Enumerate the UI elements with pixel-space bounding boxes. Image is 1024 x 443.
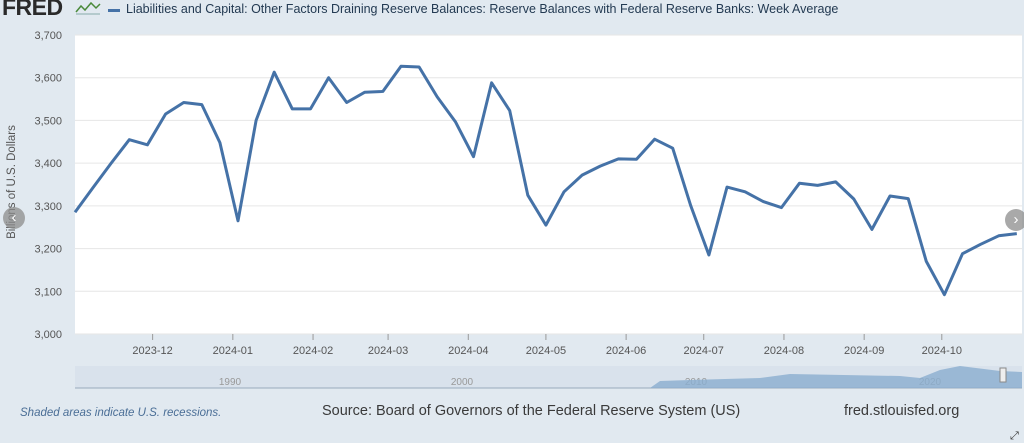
x-axis-ticks: 2023-12 2024-01 2024-02 2024-03 2024-04 2024-… <box>132 334 962 357</box>
legend-swatch <box>108 9 120 12</box>
x-tick-label: 2024-09 <box>844 345 884 357</box>
scroll-left-button[interactable]: ‹ <box>3 207 25 229</box>
navigator-area <box>650 366 1022 388</box>
plot-area <box>75 35 1022 334</box>
chart-header: FRED Liabilities and Capital: Other Fact… <box>0 0 1024 20</box>
y-tick-label: 3,100 <box>34 286 62 298</box>
y-tick-label: 3,200 <box>34 244 62 256</box>
y-tick-label: 3,300 <box>34 201 62 213</box>
y-tick-label: 3,600 <box>34 73 62 85</box>
y-axis-ticks: 3,000 3,100 3,200 3,300 3,400 3,500 3,600 3,700 <box>34 30 62 341</box>
fred-chart-mark-icon <box>75 1 101 15</box>
navigator-label: 1990 <box>219 377 242 388</box>
x-tick-label: 2024-06 <box>606 345 646 357</box>
y-tick-label: 3,700 <box>34 30 62 42</box>
expand-icon[interactable]: ⤢ <box>1010 430 1019 442</box>
series-group <box>73 64 1017 297</box>
site-link[interactable]: fred.stlouisfed.org <box>844 403 960 419</box>
y-tick-label: 3,000 <box>34 329 62 341</box>
source-text: Source: Board of Governors of the Federa… <box>322 403 741 419</box>
recession-note: Shaded areas indicate U.S. recessions. <box>20 407 222 419</box>
x-tick-label: 2024-08 <box>764 345 804 357</box>
y-tick-label: 3,400 <box>34 158 62 170</box>
y-tick-label: 3,500 <box>34 115 62 127</box>
series-line <box>73 64 1017 297</box>
x-tick-label: 2024-07 <box>684 345 724 357</box>
x-tick-label: 2024-03 <box>368 345 408 357</box>
x-tick-label: 2023-12 <box>132 345 172 357</box>
navigator: 1990200020102020 <box>75 366 1022 389</box>
x-tick-label: 2024-02 <box>293 345 333 357</box>
x-tick-label: 2024-10 <box>922 345 962 357</box>
navigator-label: 2000 <box>451 377 474 388</box>
navigator-handle <box>999 367 1007 383</box>
scroll-right-button[interactable]: › <box>1005 209 1024 231</box>
series-title: Liabilities and Capital: Other Factors D… <box>126 2 839 16</box>
x-tick-label: 2024-01 <box>213 345 253 357</box>
x-tick-label: 2024-05 <box>526 345 566 357</box>
grid-lines <box>75 34 1022 335</box>
x-tick-label: 2024-04 <box>448 345 488 357</box>
fred-logo[interactable]: FRED <box>2 0 63 20</box>
